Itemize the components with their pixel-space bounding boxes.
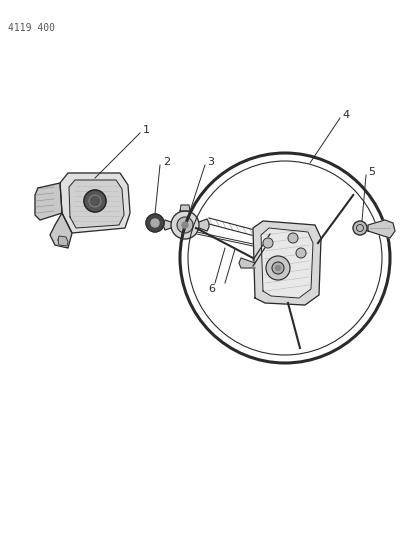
Circle shape xyxy=(275,265,281,271)
Polygon shape xyxy=(239,258,255,268)
Polygon shape xyxy=(50,213,72,248)
Text: 3: 3 xyxy=(207,157,214,167)
Text: 2: 2 xyxy=(163,157,170,167)
Text: 5: 5 xyxy=(368,167,375,177)
Polygon shape xyxy=(58,236,68,246)
Polygon shape xyxy=(368,220,395,238)
Polygon shape xyxy=(163,220,171,230)
Circle shape xyxy=(84,190,106,212)
Circle shape xyxy=(272,262,284,274)
Text: 4: 4 xyxy=(342,110,349,120)
Circle shape xyxy=(182,222,188,228)
Circle shape xyxy=(263,238,273,248)
Circle shape xyxy=(177,217,193,233)
Polygon shape xyxy=(60,173,130,233)
Polygon shape xyxy=(199,219,209,231)
Polygon shape xyxy=(69,180,124,228)
Circle shape xyxy=(171,211,199,239)
Circle shape xyxy=(288,233,298,243)
Polygon shape xyxy=(253,221,321,305)
Polygon shape xyxy=(261,228,313,298)
Circle shape xyxy=(353,221,367,235)
Circle shape xyxy=(266,256,290,280)
Text: 6: 6 xyxy=(208,284,215,294)
Text: 1: 1 xyxy=(143,125,150,135)
Text: 4119 400: 4119 400 xyxy=(8,23,55,33)
Circle shape xyxy=(296,248,306,258)
Polygon shape xyxy=(180,205,190,211)
Circle shape xyxy=(151,219,159,227)
Circle shape xyxy=(146,214,164,232)
Polygon shape xyxy=(35,183,62,220)
